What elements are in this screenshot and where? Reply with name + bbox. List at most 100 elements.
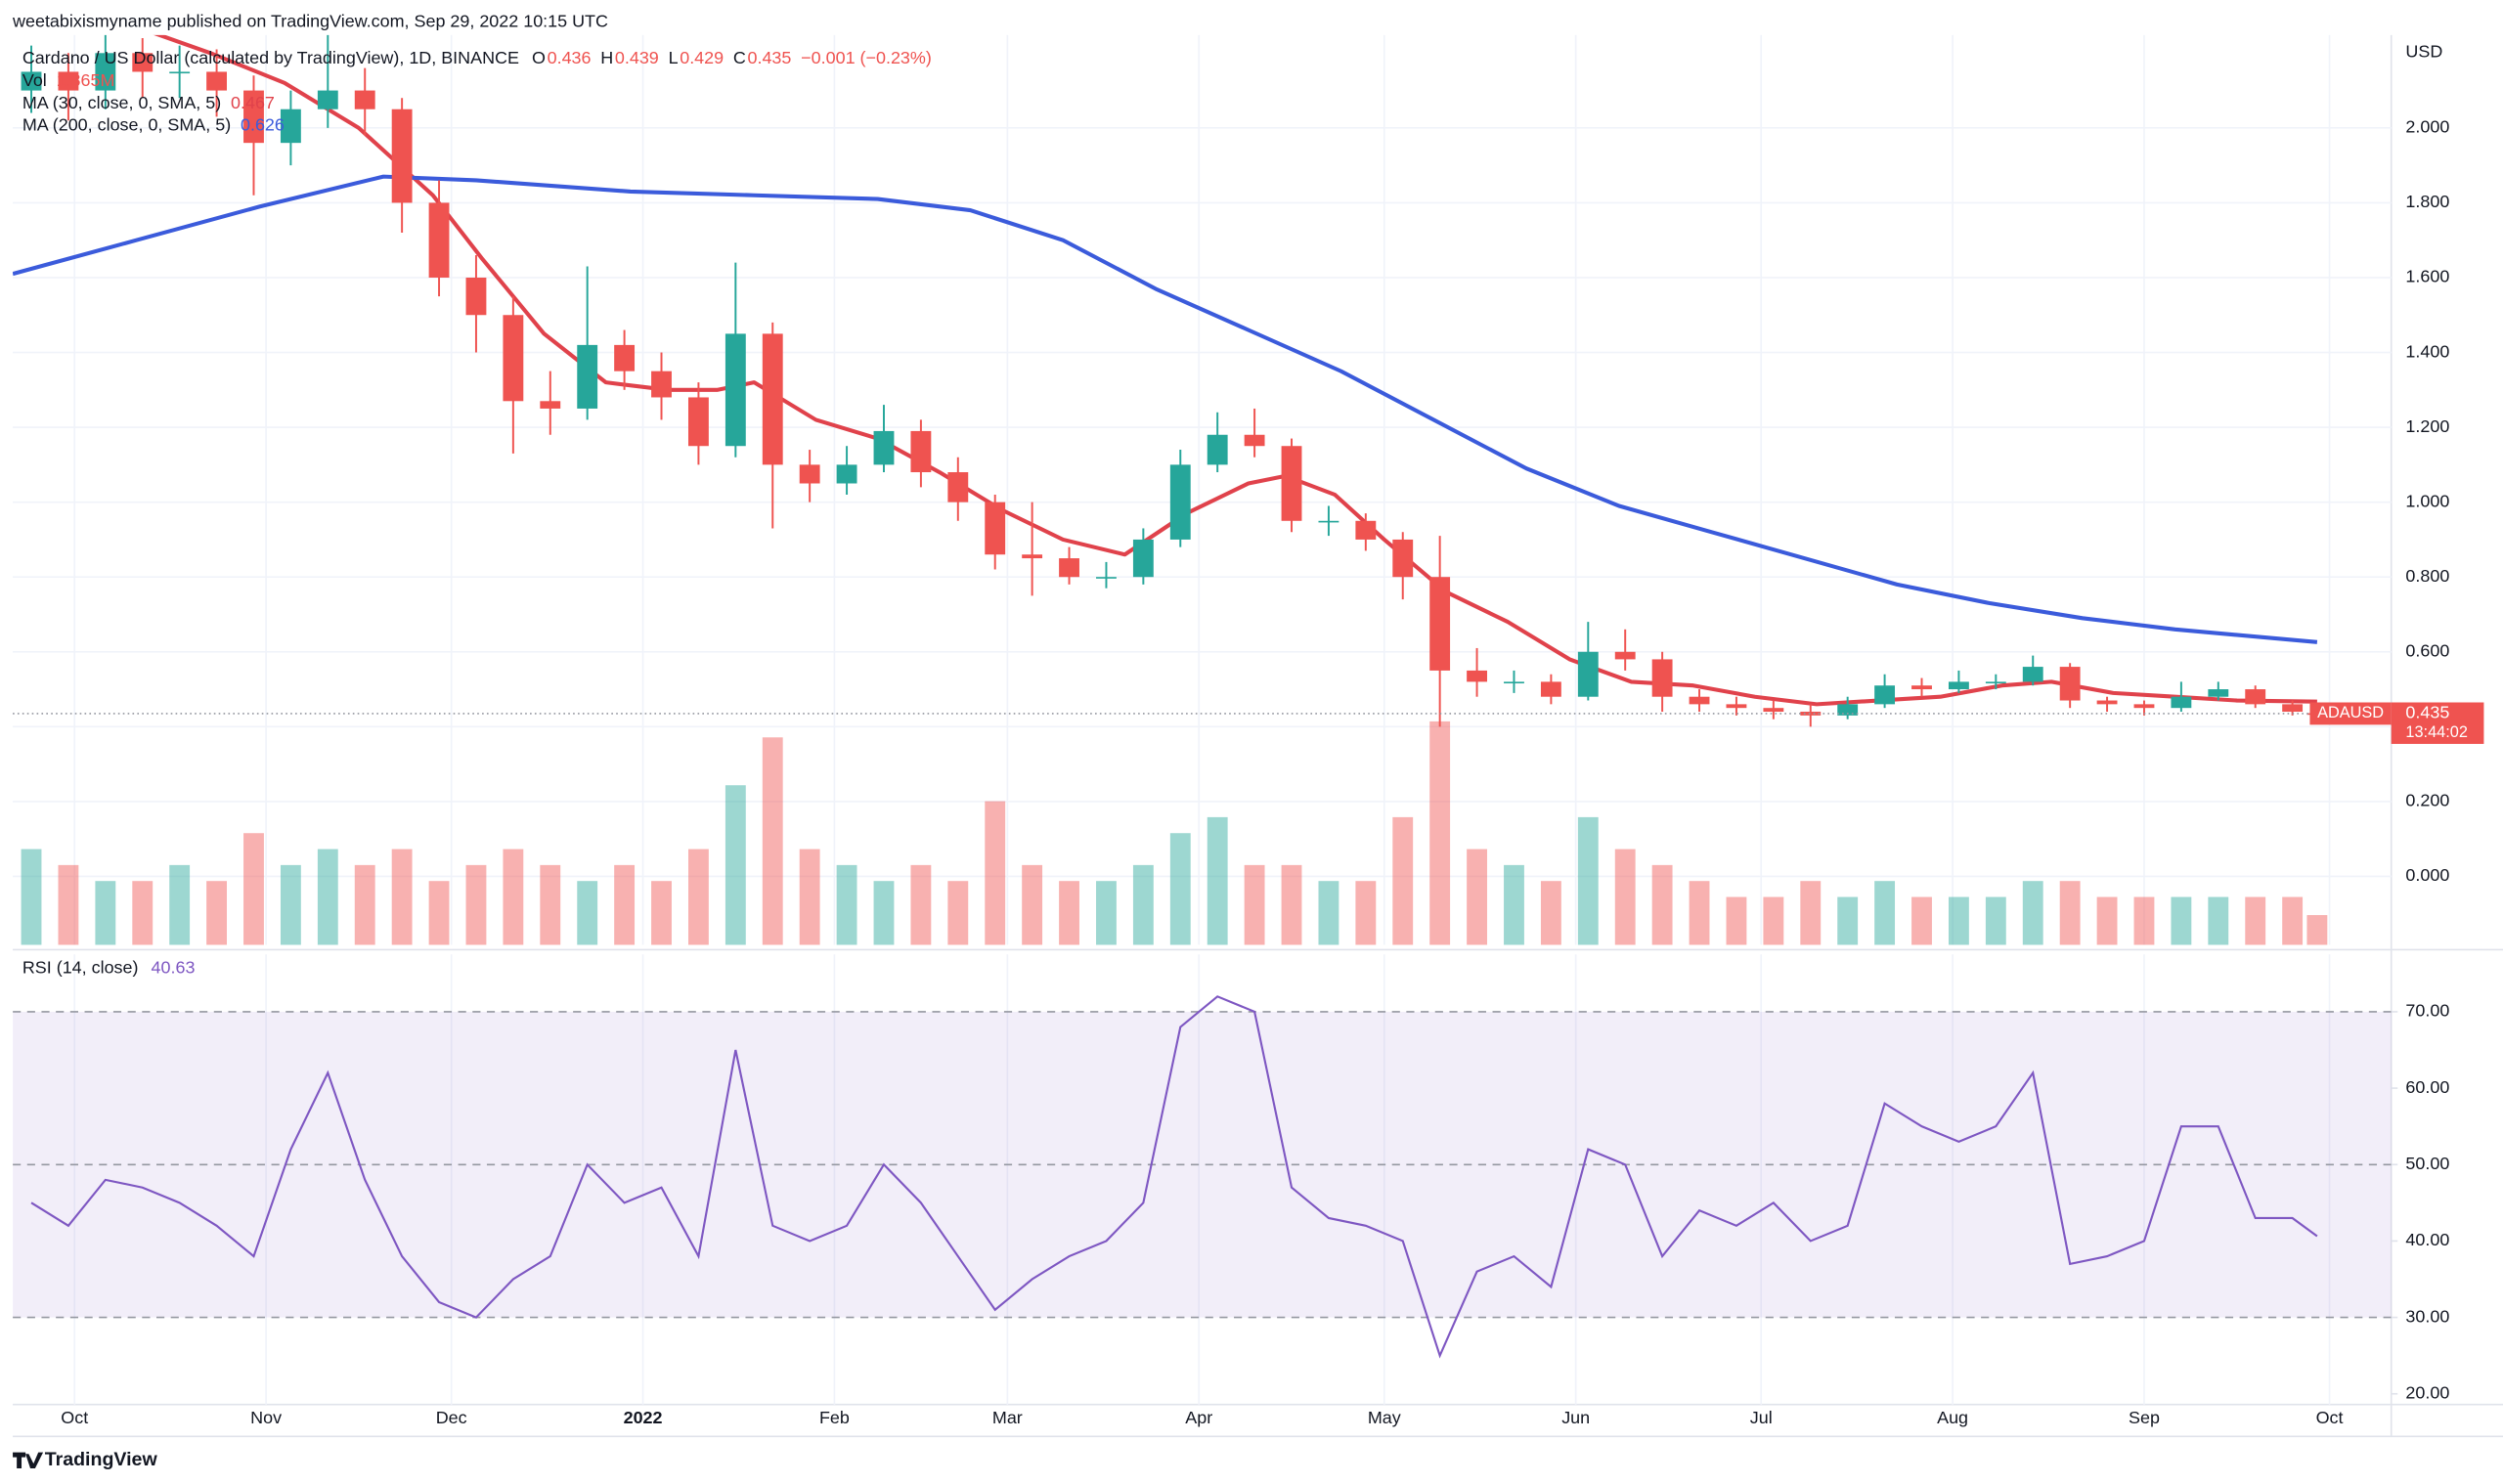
volume-bar: [836, 864, 857, 945]
candle-body: [1948, 681, 1969, 690]
candle-body: [1207, 434, 1228, 465]
rsi-tick-label: 20.00: [2405, 1382, 2449, 1402]
candle-body: [1763, 708, 1784, 713]
countdown-label: 13:44:02: [2405, 723, 2468, 741]
y-tick-label: 2.000: [2405, 117, 2449, 137]
volume-bar: [503, 849, 524, 945]
volume-bar: [1689, 881, 1710, 945]
legend-c: C: [733, 48, 746, 67]
volume-bar: [1614, 849, 1636, 945]
legend-low: 0.429: [680, 48, 724, 67]
grid: [13, 34, 2392, 1405]
volume-bar: [1392, 816, 1414, 945]
candle-body: [687, 397, 709, 447]
volume-bar: [206, 881, 227, 945]
volume-bar: [428, 881, 450, 945]
candle-body: [725, 333, 746, 447]
volume-bar: [2306, 915, 2328, 945]
legend-h: H: [600, 48, 613, 67]
candle-body: [1169, 464, 1191, 540]
volume-bar: [132, 881, 154, 945]
volume-bar: [1318, 881, 1339, 945]
candle-body: [2208, 689, 2229, 697]
volume-bar: [1504, 864, 1524, 945]
candle-body: [354, 90, 375, 109]
y-tick-label: 0.600: [2405, 641, 2449, 661]
legend-close: 0.435: [748, 48, 792, 67]
candle-body: [95, 53, 116, 91]
volume-bar: [391, 849, 413, 945]
volume-bar: [1059, 881, 1079, 945]
candle-body: [1540, 681, 1561, 697]
volume-bar: [2282, 896, 2304, 945]
volume-bar: [1207, 816, 1228, 945]
rsi-pane: [13, 995, 2392, 1359]
legend-title: Cardano / US Dollar (calculated by Tradi…: [22, 48, 519, 67]
volume-legend-value: 1.865M: [57, 70, 115, 90]
volume-bar: [985, 801, 1006, 945]
y-tick-label: 1.600: [2405, 267, 2449, 286]
candle-body: [1022, 554, 1043, 559]
candle-body: [985, 502, 1006, 555]
volume-bar: [1726, 896, 1747, 945]
ma-legend-value: 0.626: [241, 115, 285, 135]
candle-body: [1689, 696, 1710, 705]
y-tick-label: 1.200: [2405, 416, 2449, 436]
ma-legend-value: 0.467: [231, 93, 275, 112]
candle-body: [2096, 700, 2118, 705]
volume-bar: [1837, 896, 1859, 945]
volume-bar: [577, 881, 598, 945]
x-tick-label: Dec: [436, 1408, 467, 1427]
candle-body: [1244, 434, 1265, 447]
volume-bar: [910, 864, 932, 945]
x-tick-label: Mar: [992, 1408, 1023, 1427]
y-tick-label: 0.000: [2405, 865, 2449, 885]
volume-bar: [243, 833, 264, 945]
volume-bar: [1244, 864, 1265, 945]
candle-body: [540, 401, 561, 409]
x-tick-label: May: [1368, 1408, 1401, 1427]
candle-body: [503, 315, 524, 402]
volume-bar: [2096, 896, 2118, 945]
candle-body: [1837, 704, 1859, 716]
volume-bar: [1948, 896, 1969, 945]
candle-body: [651, 371, 672, 398]
candle-body: [2171, 696, 2192, 709]
legend-o: O: [532, 48, 546, 67]
volume-bar: [1169, 833, 1191, 945]
x-tick-label: Oct: [61, 1408, 88, 1427]
volume-bar: [2208, 896, 2229, 945]
y-tick-label: 0.800: [2405, 566, 2449, 586]
candle-body: [799, 464, 820, 484]
rsi-tick-label: 30.00: [2405, 1306, 2449, 1326]
volume-bar: [1577, 816, 1599, 945]
candle-body: [1132, 539, 1154, 578]
rsi-band: [13, 1011, 2392, 1318]
candle-body: [1392, 539, 1414, 578]
candle-body: [428, 202, 450, 278]
volume-bar: [651, 881, 672, 945]
price-unit: USD: [2405, 42, 2442, 62]
candle-body: [1467, 670, 1487, 682]
volume-bar: [2133, 896, 2155, 945]
candle-body: [1096, 577, 1117, 579]
candle-body: [910, 430, 932, 473]
candle-body: [2133, 704, 2155, 709]
candle-body: [836, 464, 857, 484]
candle-body: [2245, 689, 2266, 705]
volume-bar: [21, 849, 42, 945]
volume-bar: [725, 785, 746, 945]
rsi-tick-label: 70.00: [2405, 1001, 2449, 1021]
volume-bar: [95, 881, 116, 945]
volume-bar: [58, 864, 79, 945]
candle-body: [1355, 520, 1377, 540]
candle-body: [1318, 520, 1339, 523]
volume-bar: [799, 849, 820, 945]
volume-bar: [1911, 896, 1932, 945]
rsi-tick-label: 50.00: [2405, 1154, 2449, 1173]
volume-bar: [947, 881, 969, 945]
ma-legend-name: MA (200, close, 0, SMA, 5): [22, 115, 231, 135]
candle-body: [1800, 712, 1822, 716]
candle-body: [317, 90, 338, 109]
